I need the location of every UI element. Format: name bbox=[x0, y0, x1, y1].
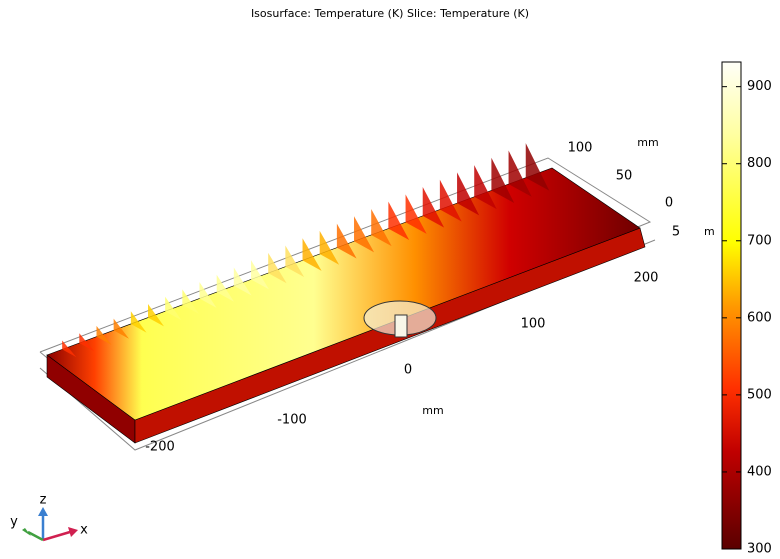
colorbar-tick-label: 500 bbox=[747, 387, 772, 402]
x-tick-label: 200 bbox=[634, 271, 659, 286]
y-axis-unit: mm bbox=[637, 136, 658, 149]
colorbar-tick-label: 300 bbox=[747, 542, 772, 557]
y-tick-label: 50 bbox=[616, 169, 633, 184]
z-tick-label: 5 bbox=[672, 225, 680, 240]
y-tick-label: 0 bbox=[665, 196, 673, 211]
triad-y-label: y bbox=[10, 515, 18, 530]
x-tick-label: -100 bbox=[277, 413, 307, 428]
x-tick-label: 0 bbox=[404, 363, 412, 378]
colorbar bbox=[722, 62, 741, 549]
scene bbox=[47, 143, 645, 443]
plot-window: Isosurface: Temperature (K) Slice: Tempe… bbox=[0, 0, 780, 559]
colorbar-tick-label: 600 bbox=[747, 310, 772, 325]
inlet-pipe bbox=[395, 315, 407, 337]
axis-triad bbox=[22, 507, 78, 540]
triad-x-label: x bbox=[80, 523, 88, 538]
x-tick-label: 100 bbox=[521, 317, 546, 332]
colorbar-tick-label: 400 bbox=[747, 464, 772, 479]
plot-title: Isosurface: Temperature (K) Slice: Tempe… bbox=[251, 7, 529, 20]
triad-z-label: z bbox=[40, 493, 47, 508]
y-tick-label: 100 bbox=[568, 141, 593, 156]
slab-top-face bbox=[47, 168, 640, 420]
x-tick-label: -200 bbox=[145, 440, 175, 455]
colorbar-tick-label: 800 bbox=[747, 156, 772, 171]
colorbar-tick-label: 700 bbox=[747, 233, 772, 248]
colorbar-tick-label: 900 bbox=[747, 79, 772, 94]
x-axis-unit: mm bbox=[422, 404, 443, 417]
